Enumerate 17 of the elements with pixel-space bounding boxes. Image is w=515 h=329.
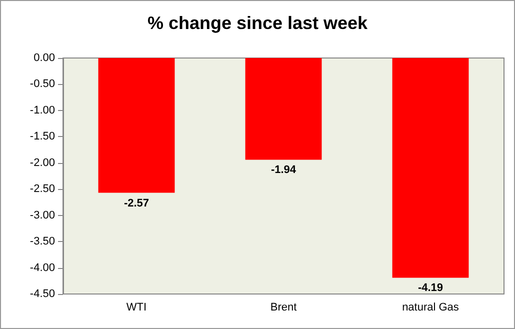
data-label: -1.94 xyxy=(270,164,297,176)
x-tick-label: Brent xyxy=(270,302,297,314)
data-label: -2.57 xyxy=(124,197,150,210)
y-tick-label: 0.00 xyxy=(34,52,55,64)
y-tick-label: -4.00 xyxy=(30,262,55,274)
y-tick-label: -1.00 xyxy=(30,104,55,116)
y-tick-label: -1.50 xyxy=(30,130,55,143)
y-tick-label: -2.00 xyxy=(30,156,55,169)
y-tick-label: -3.00 xyxy=(30,209,55,222)
y-tick-label: -0.50 xyxy=(30,78,55,90)
y-tick-label: -3.50 xyxy=(30,236,55,248)
x-tick-label: natural Gas xyxy=(402,302,460,314)
y-tick-label: -4.50 xyxy=(30,288,55,300)
data-label: -4.19 xyxy=(418,282,444,294)
y-tick-label: -2.50 xyxy=(30,183,55,196)
chart-title: % change since last week xyxy=(147,13,369,33)
x-tick-label: WTI xyxy=(126,302,147,314)
